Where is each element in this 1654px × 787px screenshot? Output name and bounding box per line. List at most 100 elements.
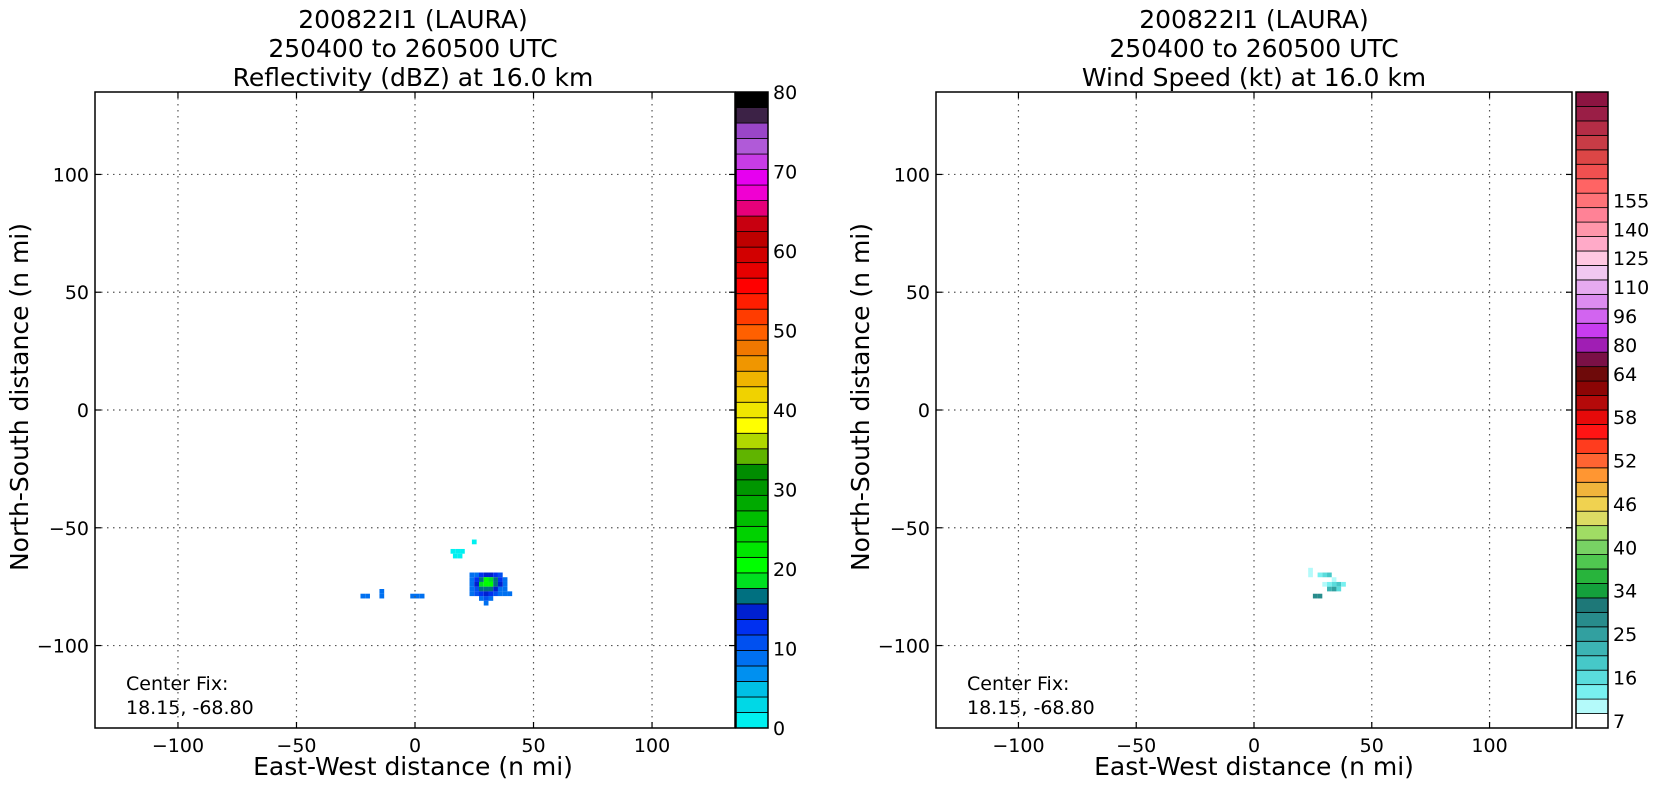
colorbar-segment	[735, 246, 769, 264]
colorbar-segment	[1575, 626, 1609, 642]
data-cell	[471, 539, 477, 545]
colorbar: 0 10 20 30 40 50 60 70 80	[735, 82, 797, 740]
colorbar-segment	[1575, 698, 1609, 714]
x-tick-label: −100	[992, 735, 1044, 757]
x-tick-label: 100	[634, 735, 670, 757]
colorbar-segment	[735, 277, 769, 295]
data-cell	[493, 577, 498, 582]
colorbar-segment	[1575, 149, 1609, 165]
colorbar-tick-label: 50	[773, 321, 797, 343]
colorbar-segment	[1575, 279, 1609, 295]
colorbar-segment	[1575, 467, 1609, 483]
data-cell	[493, 572, 498, 578]
x-tick-label: 0	[409, 735, 421, 757]
data-cell	[469, 572, 475, 578]
colorbar-segment	[1575, 380, 1609, 396]
data-cell	[379, 593, 385, 599]
data-cell	[1308, 572, 1313, 578]
data-cell	[360, 593, 366, 599]
y-tick-label: 100	[53, 164, 89, 186]
colorbar-segment	[735, 619, 769, 636]
data-cell	[483, 581, 489, 587]
grid	[95, 92, 735, 728]
wind-x-axis-label: East-West distance (n mi)	[1094, 752, 1414, 781]
colorbar-segment	[735, 401, 769, 419]
data-cell	[1322, 572, 1328, 578]
data-cell	[502, 586, 508, 592]
data-cell	[469, 591, 475, 597]
colorbar-segment	[735, 587, 769, 605]
y-tick-label: −50	[49, 518, 89, 540]
data-cell	[493, 581, 498, 587]
x-tick-label: 0	[1248, 735, 1260, 757]
colorbar-segment	[1575, 452, 1609, 469]
colorbar-segment	[1575, 106, 1609, 122]
colorbar-segment	[1575, 221, 1609, 237]
colorbar-tick-label: 46	[1613, 494, 1637, 516]
wind-title-line-3: Wind Speed (kt) at 16.0 km	[1082, 63, 1426, 92]
data-cell	[450, 548, 456, 554]
data-cell	[488, 581, 494, 587]
y-tick-label: 0	[918, 400, 930, 422]
colorbar-segment	[735, 138, 769, 155]
reflectivity-center-fix-label: Center Fix:	[126, 673, 228, 695]
colorbar-tick-label: 58	[1613, 407, 1637, 429]
wind-center-fix-value: 18.15, -68.80	[967, 697, 1095, 719]
colorbar-segment	[735, 308, 769, 326]
colorbar-segment	[735, 665, 769, 682]
data-cell	[469, 586, 475, 592]
colorbar-segment	[735, 525, 769, 543]
colorbar-tick-label: 110	[1613, 277, 1649, 299]
data-cell	[497, 577, 503, 582]
colorbar-tick-label: 40	[1613, 537, 1637, 559]
data-cell	[1296, 548, 1302, 554]
wind-title-line-2: 250400 to 260500 UTC	[1109, 34, 1398, 63]
colorbar-segment	[735, 324, 769, 341]
colorbar-segment	[1575, 192, 1609, 209]
x-tick-label: 50	[521, 735, 545, 757]
data-cell	[457, 553, 463, 559]
colorbar-segment	[1575, 640, 1609, 657]
colorbar-segment	[735, 91, 769, 108]
colorbar-segment	[1575, 539, 1609, 555]
data-cell	[1317, 572, 1323, 578]
colorbar-segment	[735, 153, 769, 170]
data-cell	[502, 577, 508, 582]
data-cell	[479, 596, 484, 601]
colorbar-segment	[1575, 178, 1609, 194]
reflectivity-title-line-3: Reflectivity (dBZ) at 16.0 km	[233, 63, 594, 92]
data-cell	[493, 586, 498, 592]
colorbar-tick-label: 0	[773, 718, 785, 740]
wind-y-axis-label: North-South distance (n mi)	[846, 223, 875, 571]
colorbar-segment	[1575, 481, 1609, 498]
colorbar-segment	[1575, 554, 1609, 570]
colorbar-tick-label: 140	[1613, 219, 1649, 241]
colorbar-tick-label: 34	[1613, 581, 1637, 603]
colorbar-segment	[735, 262, 769, 279]
data-cell	[1291, 548, 1297, 554]
data-cell	[1336, 577, 1342, 582]
data-cell	[483, 572, 489, 578]
colorbar-segment	[1575, 496, 1609, 512]
data-cell	[488, 586, 494, 592]
data-cell	[497, 591, 503, 597]
data-cell	[379, 589, 385, 594]
data-cell	[479, 572, 484, 578]
data-cell	[1308, 567, 1313, 573]
colorbar-segment	[735, 184, 769, 201]
x-tick-label: −50	[1116, 735, 1156, 757]
data-cell	[483, 586, 489, 592]
colorbar-segment	[735, 432, 769, 450]
colorbar-segment	[1575, 337, 1609, 353]
colorbar-segment	[1575, 611, 1609, 628]
data-cell	[483, 591, 489, 597]
colorbar-segment	[1575, 265, 1609, 281]
y-tick-label: 50	[906, 282, 930, 304]
colorbar-segment	[1575, 351, 1609, 368]
colorbar-tick-label: 40	[773, 400, 797, 422]
colorbar-segment	[735, 650, 769, 667]
colorbar-segment	[1575, 525, 1609, 541]
data-cell	[365, 593, 370, 599]
colorbar-segment	[735, 122, 769, 139]
colorbar-segment	[1575, 207, 1609, 223]
